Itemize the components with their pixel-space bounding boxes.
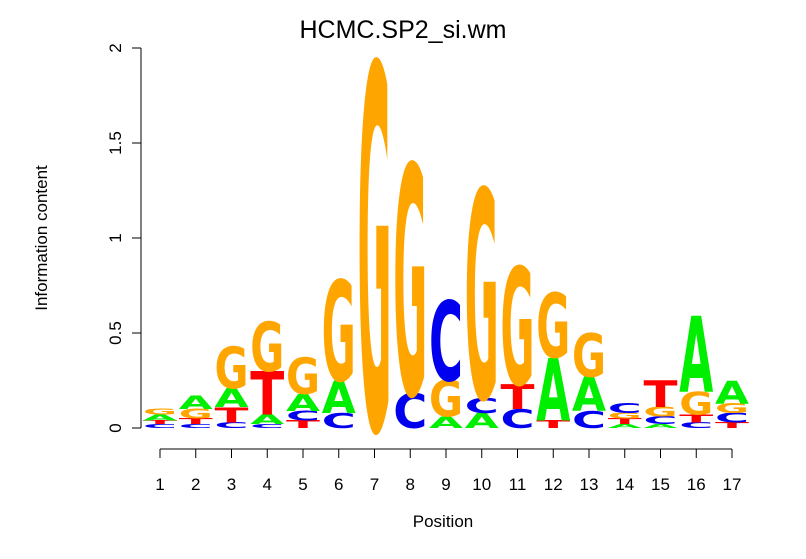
y-tick-label: 0 (106, 423, 125, 432)
x-tick-label: 7 (370, 475, 379, 494)
x-tick-label: 15 (651, 475, 670, 494)
logo-letter-t: T (143, 419, 177, 425)
logo-letter-g: G (608, 411, 642, 420)
logo-letter-c: C (644, 415, 678, 427)
logo-letter-g: G (501, 235, 535, 423)
x-tick-label: 16 (687, 475, 706, 494)
logo-letter-t: T (215, 404, 249, 428)
logo-letter-c: C (250, 423, 284, 429)
logo-letter-a: A (572, 368, 606, 423)
logo-letter-a: A (215, 383, 249, 414)
chart-title: HCMC.SP2_si.wm (300, 16, 507, 44)
logo-letter-a: A (536, 342, 570, 441)
logo-letter-a: A (465, 409, 500, 433)
logo-letter-a: A (286, 390, 321, 417)
logo-letter-c: C (322, 409, 356, 433)
logo-letter-g: G (715, 401, 749, 416)
x-axis: 1 2 3 4 5 6 7 8 9 10 11 12 13 14 15 16 17 (155, 448, 742, 494)
logo-letter-a: A (644, 423, 679, 429)
logo-letter-c: C (286, 409, 320, 424)
logo-letter-a: A (679, 295, 713, 416)
x-tick-label: 9 (441, 475, 450, 494)
x-tick-label: 8 (406, 475, 415, 494)
y-tick-label: 1.5 (106, 131, 125, 155)
x-tick-label: 4 (263, 475, 272, 494)
x-tick-label: 3 (227, 475, 236, 494)
logo-letter-t: T (179, 417, 214, 426)
logo-letter-a: A (608, 423, 643, 429)
y-tick-label: 1 (106, 233, 125, 242)
y-tick-label: 2 (106, 43, 125, 52)
logo-letter-g: G (250, 309, 284, 387)
y-axis: 0 0.5 1 1.5 2 (106, 43, 142, 433)
logo-letter-t: T (250, 359, 284, 429)
x-tick-label: 5 (298, 475, 307, 494)
logo-letter-t: T (679, 413, 714, 425)
x-tick-label: 17 (723, 475, 742, 494)
logo-letter-c: C (608, 401, 642, 416)
logo-letter-g: G (322, 253, 356, 414)
logo-letter-c: C (572, 406, 606, 433)
logo-letter-c: C (679, 421, 713, 430)
logo-letter-c: C (465, 394, 499, 418)
logo-letter-t: T (501, 378, 535, 418)
logo-letter-a: A (715, 375, 750, 411)
x-tick-label: 14 (615, 475, 634, 494)
x-tick-label: 6 (334, 475, 343, 494)
x-tick-label: 12 (544, 475, 563, 494)
logo-letter-g: G (393, 102, 427, 468)
logo-letter-c: C (143, 423, 177, 429)
x-tick-label: 2 (191, 475, 200, 494)
logo-letter-a: A (250, 412, 284, 427)
logo-letter-g: G (644, 405, 678, 420)
logo-letter-g: G (286, 348, 320, 405)
x-tick-label: 11 (509, 475, 527, 494)
logo-letter-a: A (179, 392, 213, 413)
logo-letter-g: G (465, 133, 499, 466)
logo-letter-g: G (536, 277, 570, 379)
logo-letter-t: T (286, 419, 321, 431)
logo-letter-t: T (644, 374, 678, 417)
x-tick-label: 13 (580, 475, 599, 494)
logo-letter-c: C (393, 385, 427, 439)
x-tick-label: 1 (155, 475, 164, 494)
logo-letter-a: A (429, 413, 464, 431)
logo-letter-g: G (215, 335, 249, 401)
logo-letter-t: T (536, 419, 571, 431)
logo-letter-t: T (608, 417, 643, 426)
x-tick-label: 10 (472, 475, 491, 494)
logo-letter-g: G (679, 386, 713, 423)
y-tick-label: 0.5 (106, 321, 125, 345)
logo-letter-g: G (179, 407, 213, 422)
x-axis-label: Position (413, 512, 473, 531)
y-axis-label: Information content (32, 165, 51, 311)
logo-letter-c: C (715, 410, 749, 425)
logo-letter-g: G (429, 371, 463, 428)
logo-letter-c: C (501, 404, 535, 434)
logo-letter-a: A (322, 373, 356, 424)
logo-letter-a: A (143, 413, 178, 422)
logo-letter-g: G (572, 322, 606, 392)
logo-letter-g: G (143, 408, 177, 417)
logo-letter-c: C (215, 421, 249, 430)
logo-letter-t: T (715, 421, 750, 430)
logo-letter-c: C (429, 279, 463, 407)
logo-letter-c: C (179, 423, 213, 429)
logo-letter-g: G (358, 0, 392, 546)
